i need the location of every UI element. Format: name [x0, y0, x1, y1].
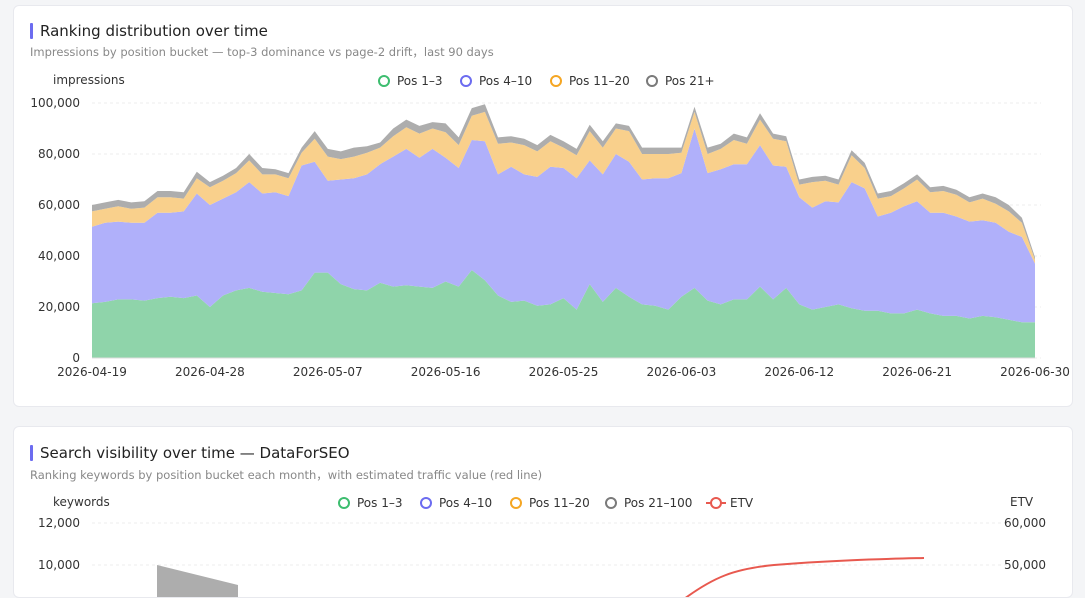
chart-title: Ranking distribution over time [30, 22, 268, 40]
x-tick-label: 2026-04-19 [57, 365, 127, 379]
legend-item: Pos 21+ [646, 74, 715, 88]
legend-marker [605, 497, 617, 509]
legend-label: Pos 11–20 [569, 74, 630, 88]
legend-item: Pos 1–3 [338, 496, 403, 510]
ranking-distribution-card: Ranking distribution over time Impressio… [13, 5, 1073, 407]
y-tick-label: 20,000 [38, 300, 80, 314]
legend-item: Pos 11–20 [550, 74, 630, 88]
legend-marker [510, 497, 522, 509]
legend-item: Pos 1–3 [378, 74, 443, 88]
legend-item: Pos 11–20 [510, 496, 590, 510]
legend-label: Pos 21–100 [624, 496, 692, 510]
legend-label: Pos 11–20 [529, 496, 590, 510]
legend-label: Pos 1–3 [397, 74, 443, 88]
area-pos-21-100 [157, 565, 238, 597]
legend-item: Pos 21–100 [605, 496, 692, 510]
y-tick-label: 80,000 [38, 147, 80, 161]
area-pos-11-20 [92, 111, 1035, 264]
x-tick-label: 2026-05-07 [293, 365, 363, 379]
y-axis-label: impressions [53, 73, 125, 87]
y2-axis-label: ETV [1010, 495, 1034, 509]
etv-line [685, 557, 925, 597]
y-tick-label: 60,000 [38, 198, 80, 212]
x-tick-label: 2026-04-28 [175, 365, 245, 379]
chart-subtitle: Ranking keywords by position bucket each… [30, 468, 543, 482]
legend-marker [378, 75, 390, 87]
search-visibility-card: Search visibility over time — DataForSEO… [13, 426, 1073, 598]
y2-tick-label: 50,000 [1004, 558, 1046, 572]
x-tick-label: 2026-05-16 [411, 365, 481, 379]
legend-item: ETV [706, 496, 754, 510]
legend-marker [646, 75, 658, 87]
area-pos-4-10 [92, 128, 1035, 323]
visibility-area-chart: keywords ETV 12,000 60,000 10,000 50,000 Pos 1… [38, 495, 1046, 597]
legend-label: Pos 4–10 [479, 74, 532, 88]
legend-label: Pos 1–3 [357, 496, 403, 510]
ranking-area-chart: 0 20,000 40,000 60,000 80,000 100,000 impressi… [30, 73, 1070, 379]
legend-label: Pos 21+ [665, 74, 715, 88]
x-tick-label: 2026-06-03 [647, 365, 717, 379]
y-tick-label: 10,000 [38, 558, 80, 572]
area-pos-1-3 [92, 270, 1035, 358]
legend-marker [550, 75, 562, 87]
y-tick-label: 0 [72, 351, 80, 365]
chart-title: Search visibility over time — DataForSEO [30, 444, 350, 462]
y-tick-label: 100,000 [30, 96, 80, 110]
x-tick-label: 2026-06-21 [882, 365, 952, 379]
legend-item: Pos 4–10 [460, 74, 532, 88]
y-axis-label: keywords [53, 495, 110, 509]
legend-marker [338, 497, 350, 509]
legend-label: Pos 4–10 [439, 496, 492, 510]
legend-marker [460, 75, 472, 87]
legend-marker [710, 497, 722, 509]
y2-tick-label: 60,000 [1004, 516, 1046, 530]
x-tick-label: 2026-06-30 [1000, 365, 1070, 379]
chart-subtitle: Impressions by position bucket — top-3 d… [30, 45, 494, 59]
y-tick-label: 12,000 [38, 516, 80, 530]
legend-marker [420, 497, 432, 509]
y-tick-label: 40,000 [38, 249, 80, 263]
x-tick-label: 2026-05-25 [529, 365, 599, 379]
legend-label: ETV [730, 496, 754, 510]
legend-item: Pos 4–10 [420, 496, 492, 510]
x-tick-label: 2026-06-12 [764, 365, 834, 379]
